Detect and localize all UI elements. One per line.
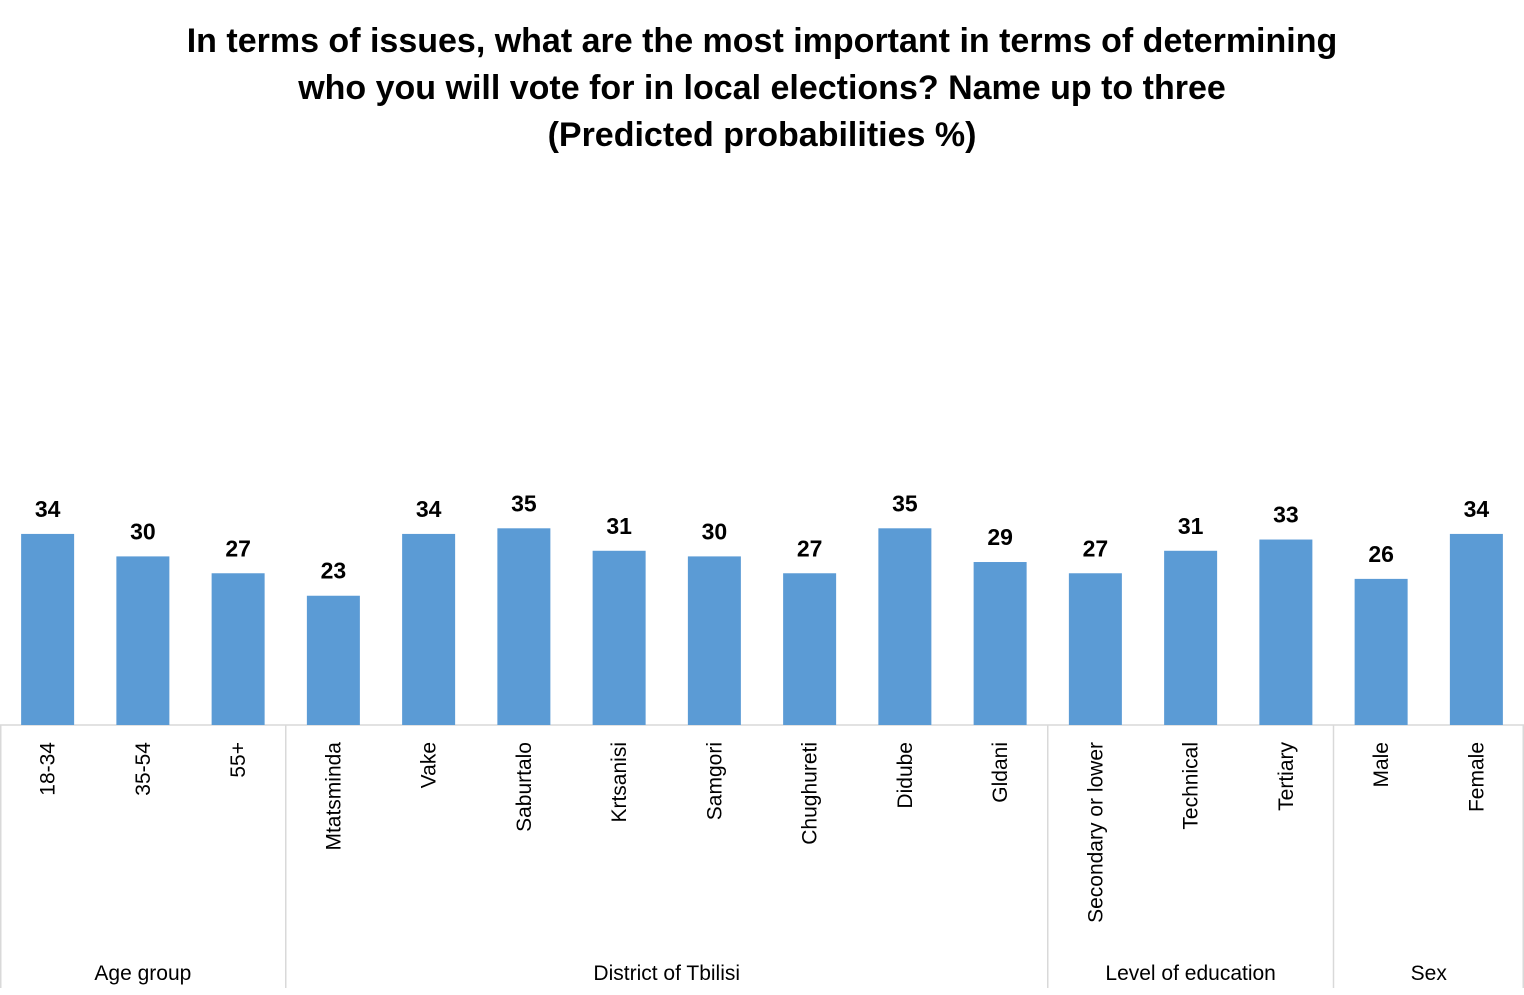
category-label: Male (1370, 742, 1393, 788)
data-label: 26 (1368, 541, 1394, 567)
bar-male (1354, 578, 1408, 725)
category-label: Krtsanisi (608, 742, 631, 823)
data-label: 29 (987, 524, 1013, 550)
group-label: Age group (94, 962, 191, 985)
bar-didube (878, 528, 932, 725)
category-label: Secondary or lower (1084, 742, 1107, 923)
data-label: 35 (511, 490, 537, 516)
bar-mtatsminda (306, 595, 360, 725)
category-label: Gldani (989, 742, 1012, 803)
bar-saburtalo (497, 528, 551, 725)
data-label: 23 (321, 558, 347, 584)
category-label: Female (1465, 742, 1488, 812)
bar-55- (211, 573, 265, 725)
bar-krtsanisi (592, 550, 646, 725)
data-label: 30 (702, 518, 728, 544)
bar-secondary-or-lower (1068, 573, 1122, 725)
chart-title-line-2: who you will vote for in local elections… (298, 69, 1226, 107)
category-label: Chughureti (799, 742, 822, 845)
data-label: 27 (797, 535, 823, 561)
bar-samgori (687, 556, 741, 725)
bar-vake (402, 533, 456, 725)
data-label: 34 (35, 496, 61, 522)
data-label: 27 (1083, 535, 1109, 561)
data-label: 31 (1178, 513, 1204, 539)
chart-title-line-1: In terms of issues, what are the most im… (186, 22, 1338, 60)
chart-title: In terms of issues, what are the most im… (0, 18, 1524, 159)
group-label: District of Tbilisi (593, 962, 740, 985)
category-label: Vake (418, 742, 441, 788)
category-label: 35-54 (132, 742, 155, 796)
category-label: Technical (1180, 742, 1203, 830)
data-label: 34 (416, 496, 442, 522)
bar-18-34 (21, 533, 75, 725)
category-label: Mtatsminda (322, 742, 345, 851)
category-label: Samgori (703, 742, 726, 820)
category-label: 18-34 (37, 742, 60, 796)
bar-chughureti (783, 573, 837, 725)
data-label: 27 (225, 535, 251, 561)
bar-technical (1164, 550, 1218, 725)
bar-gldani (973, 562, 1027, 725)
data-label: 35 (892, 490, 918, 516)
group-label: Level of education (1105, 962, 1275, 985)
data-label: 33 (1273, 502, 1299, 528)
category-label: Tertiary (1275, 742, 1298, 811)
bar-35-54 (116, 556, 170, 725)
category-label: Didube (894, 742, 917, 809)
data-label: 34 (1464, 496, 1490, 522)
bar-female (1449, 533, 1503, 725)
category-label: Saburtalo (513, 742, 536, 832)
category-label: 55+ (227, 742, 250, 778)
data-label: 30 (130, 518, 156, 544)
data-label: 31 (606, 513, 632, 539)
bar-tertiary (1259, 539, 1313, 725)
chart-title-line-3: (Predicted probabilities %) (547, 116, 977, 154)
group-label: Sex (1411, 962, 1448, 985)
